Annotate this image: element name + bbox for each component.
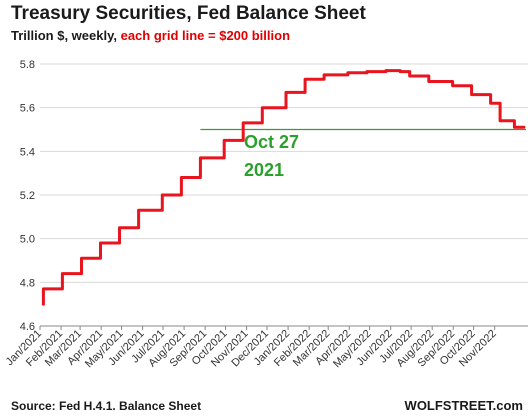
source-note: Source: Fed H.4.1. Balance Sheet (11, 399, 202, 413)
y-tick-label: 5.6 (20, 103, 35, 115)
subtitle-grid-note: each grid line = $200 billion (120, 28, 291, 43)
series-line (41, 69, 526, 306)
y-axis: 4.6 4.8 5.0 5.2 5.4 5.6 5.8 (20, 59, 35, 333)
y-tick-label: 5.8 (20, 59, 35, 71)
brand-logo-text: WOLFSTREET.com (404, 398, 523, 413)
chart-subtitle: Trillion $, weekly, each grid line = $20… (11, 28, 290, 43)
grid-lines (40, 63, 528, 327)
y-tick-label: 5.4 (20, 146, 35, 158)
annotation-year: 2021 (244, 160, 284, 180)
series-group (41, 69, 526, 306)
chart-title: Treasury Securities, Fed Balance Sheet (11, 3, 366, 24)
y-tick-label: 5.0 (20, 234, 35, 246)
subtitle-units: Trillion $, weekly, (11, 28, 117, 43)
x-axis: Jan/2021Feb/2021Mar/2021Apr/2021May/2021… (4, 326, 499, 370)
y-tick-label: 4.8 (20, 277, 35, 289)
y-tick-label: 5.2 (20, 190, 35, 202)
y-tick-label: 4.6 (20, 321, 35, 333)
annotation-date: Oct 27 (244, 132, 299, 152)
